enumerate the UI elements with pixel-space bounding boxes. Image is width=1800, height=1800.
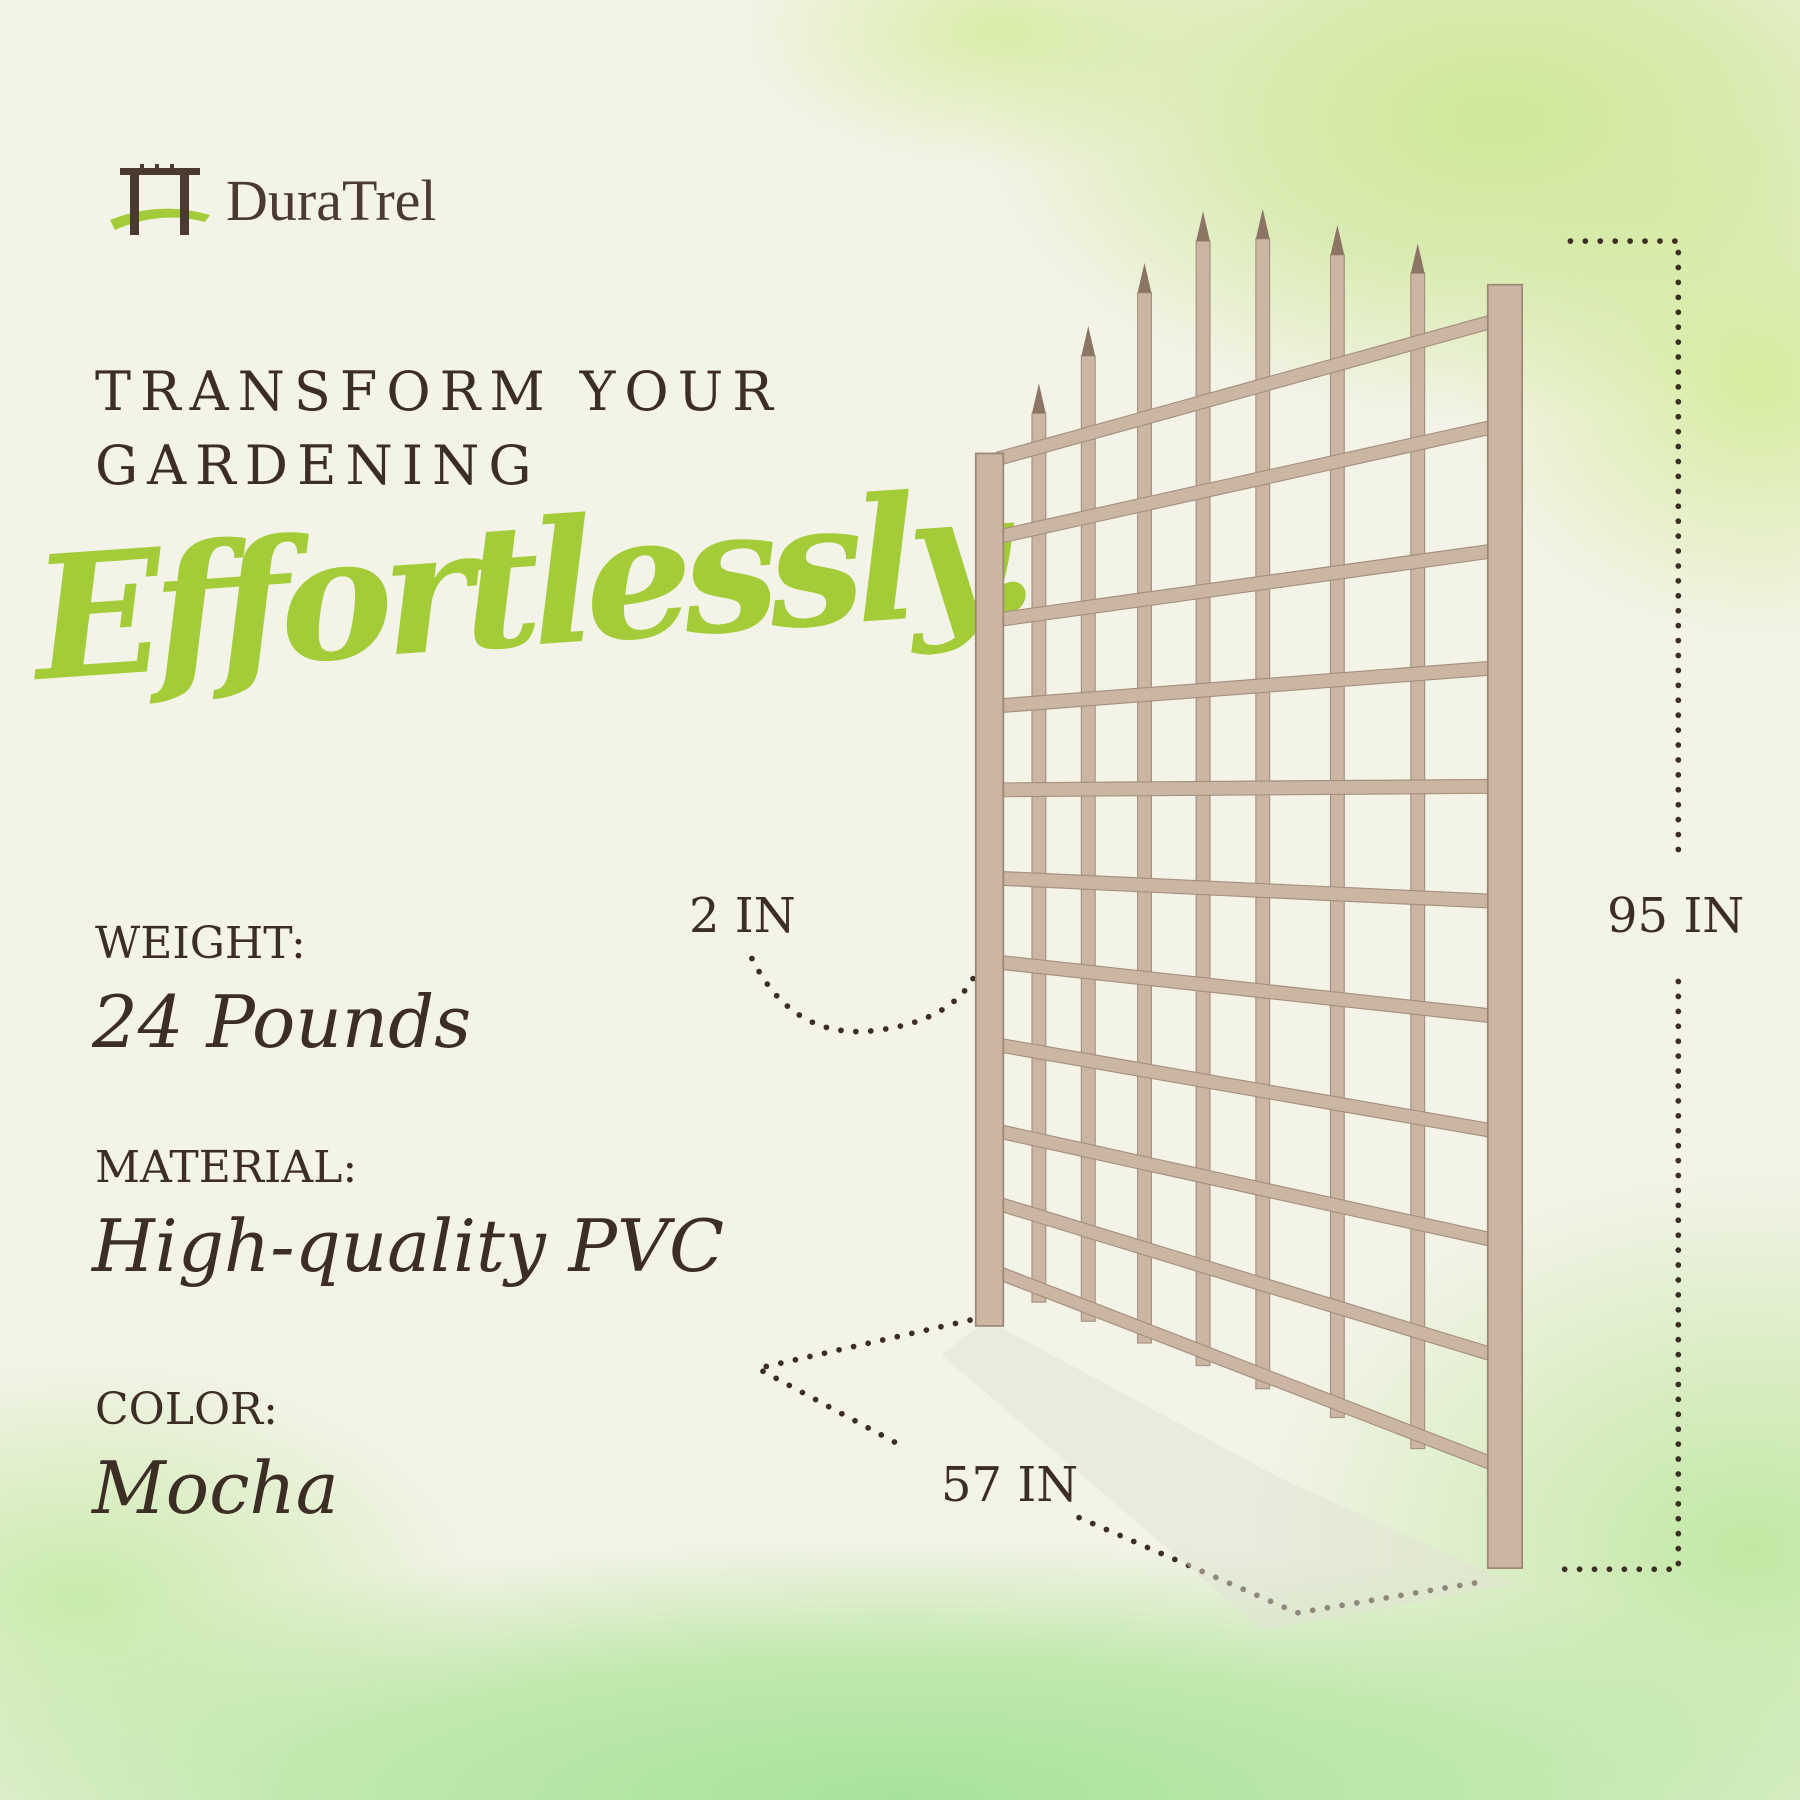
- trellis-shadow: [941, 1320, 1516, 1631]
- depth-dimension-line: [749, 955, 979, 1035]
- depth-label: 2 IN: [689, 888, 796, 944]
- width-dimension-line-left: [749, 1317, 973, 1452]
- picket-finial: [1032, 383, 1046, 414]
- headline-line-2: GARDENING: [95, 434, 541, 497]
- width-label: 57 IN: [941, 1457, 1079, 1513]
- trellis-picket: [1080, 355, 1096, 1322]
- color-label: COLOR:: [95, 1384, 278, 1435]
- trellis-picket: [1031, 412, 1047, 1303]
- height-label: 95 IN: [1607, 888, 1745, 944]
- picket-finial: [1081, 326, 1096, 356]
- color-value: Mocha: [92, 1446, 339, 1530]
- weight-value: 24 Pounds: [92, 980, 472, 1064]
- weight-label: WEIGHT:: [95, 918, 306, 969]
- material-value: High-quality PVC: [92, 1204, 725, 1288]
- pergola-logo-icon: [110, 164, 210, 235]
- headline-line-1: TRANSFORM YOUR: [95, 360, 782, 423]
- height-dimension-line-bottom: [1558, 978, 1682, 1573]
- trellis-picket: [1255, 238, 1271, 1390]
- height-dimension-line-top: [1567, 238, 1682, 859]
- trellis-right-post: [1486, 283, 1524, 1569]
- logo-text: DuraTrel: [226, 167, 437, 233]
- brand-logo: DuraTrel: [110, 160, 437, 240]
- material-label: MATERIAL:: [95, 1142, 358, 1193]
- trellis-picket: [1329, 254, 1345, 1419]
- picket-finial: [1330, 225, 1345, 255]
- trellis-left-post: [974, 452, 1005, 1327]
- picket-finial: [1410, 243, 1425, 274]
- picket-finial: [1196, 211, 1210, 242]
- trellis-rail: [995, 778, 1493, 798]
- picket-finial: [1137, 262, 1152, 293]
- trellis-picket: [1137, 292, 1152, 1344]
- picket-finial: [1255, 208, 1270, 239]
